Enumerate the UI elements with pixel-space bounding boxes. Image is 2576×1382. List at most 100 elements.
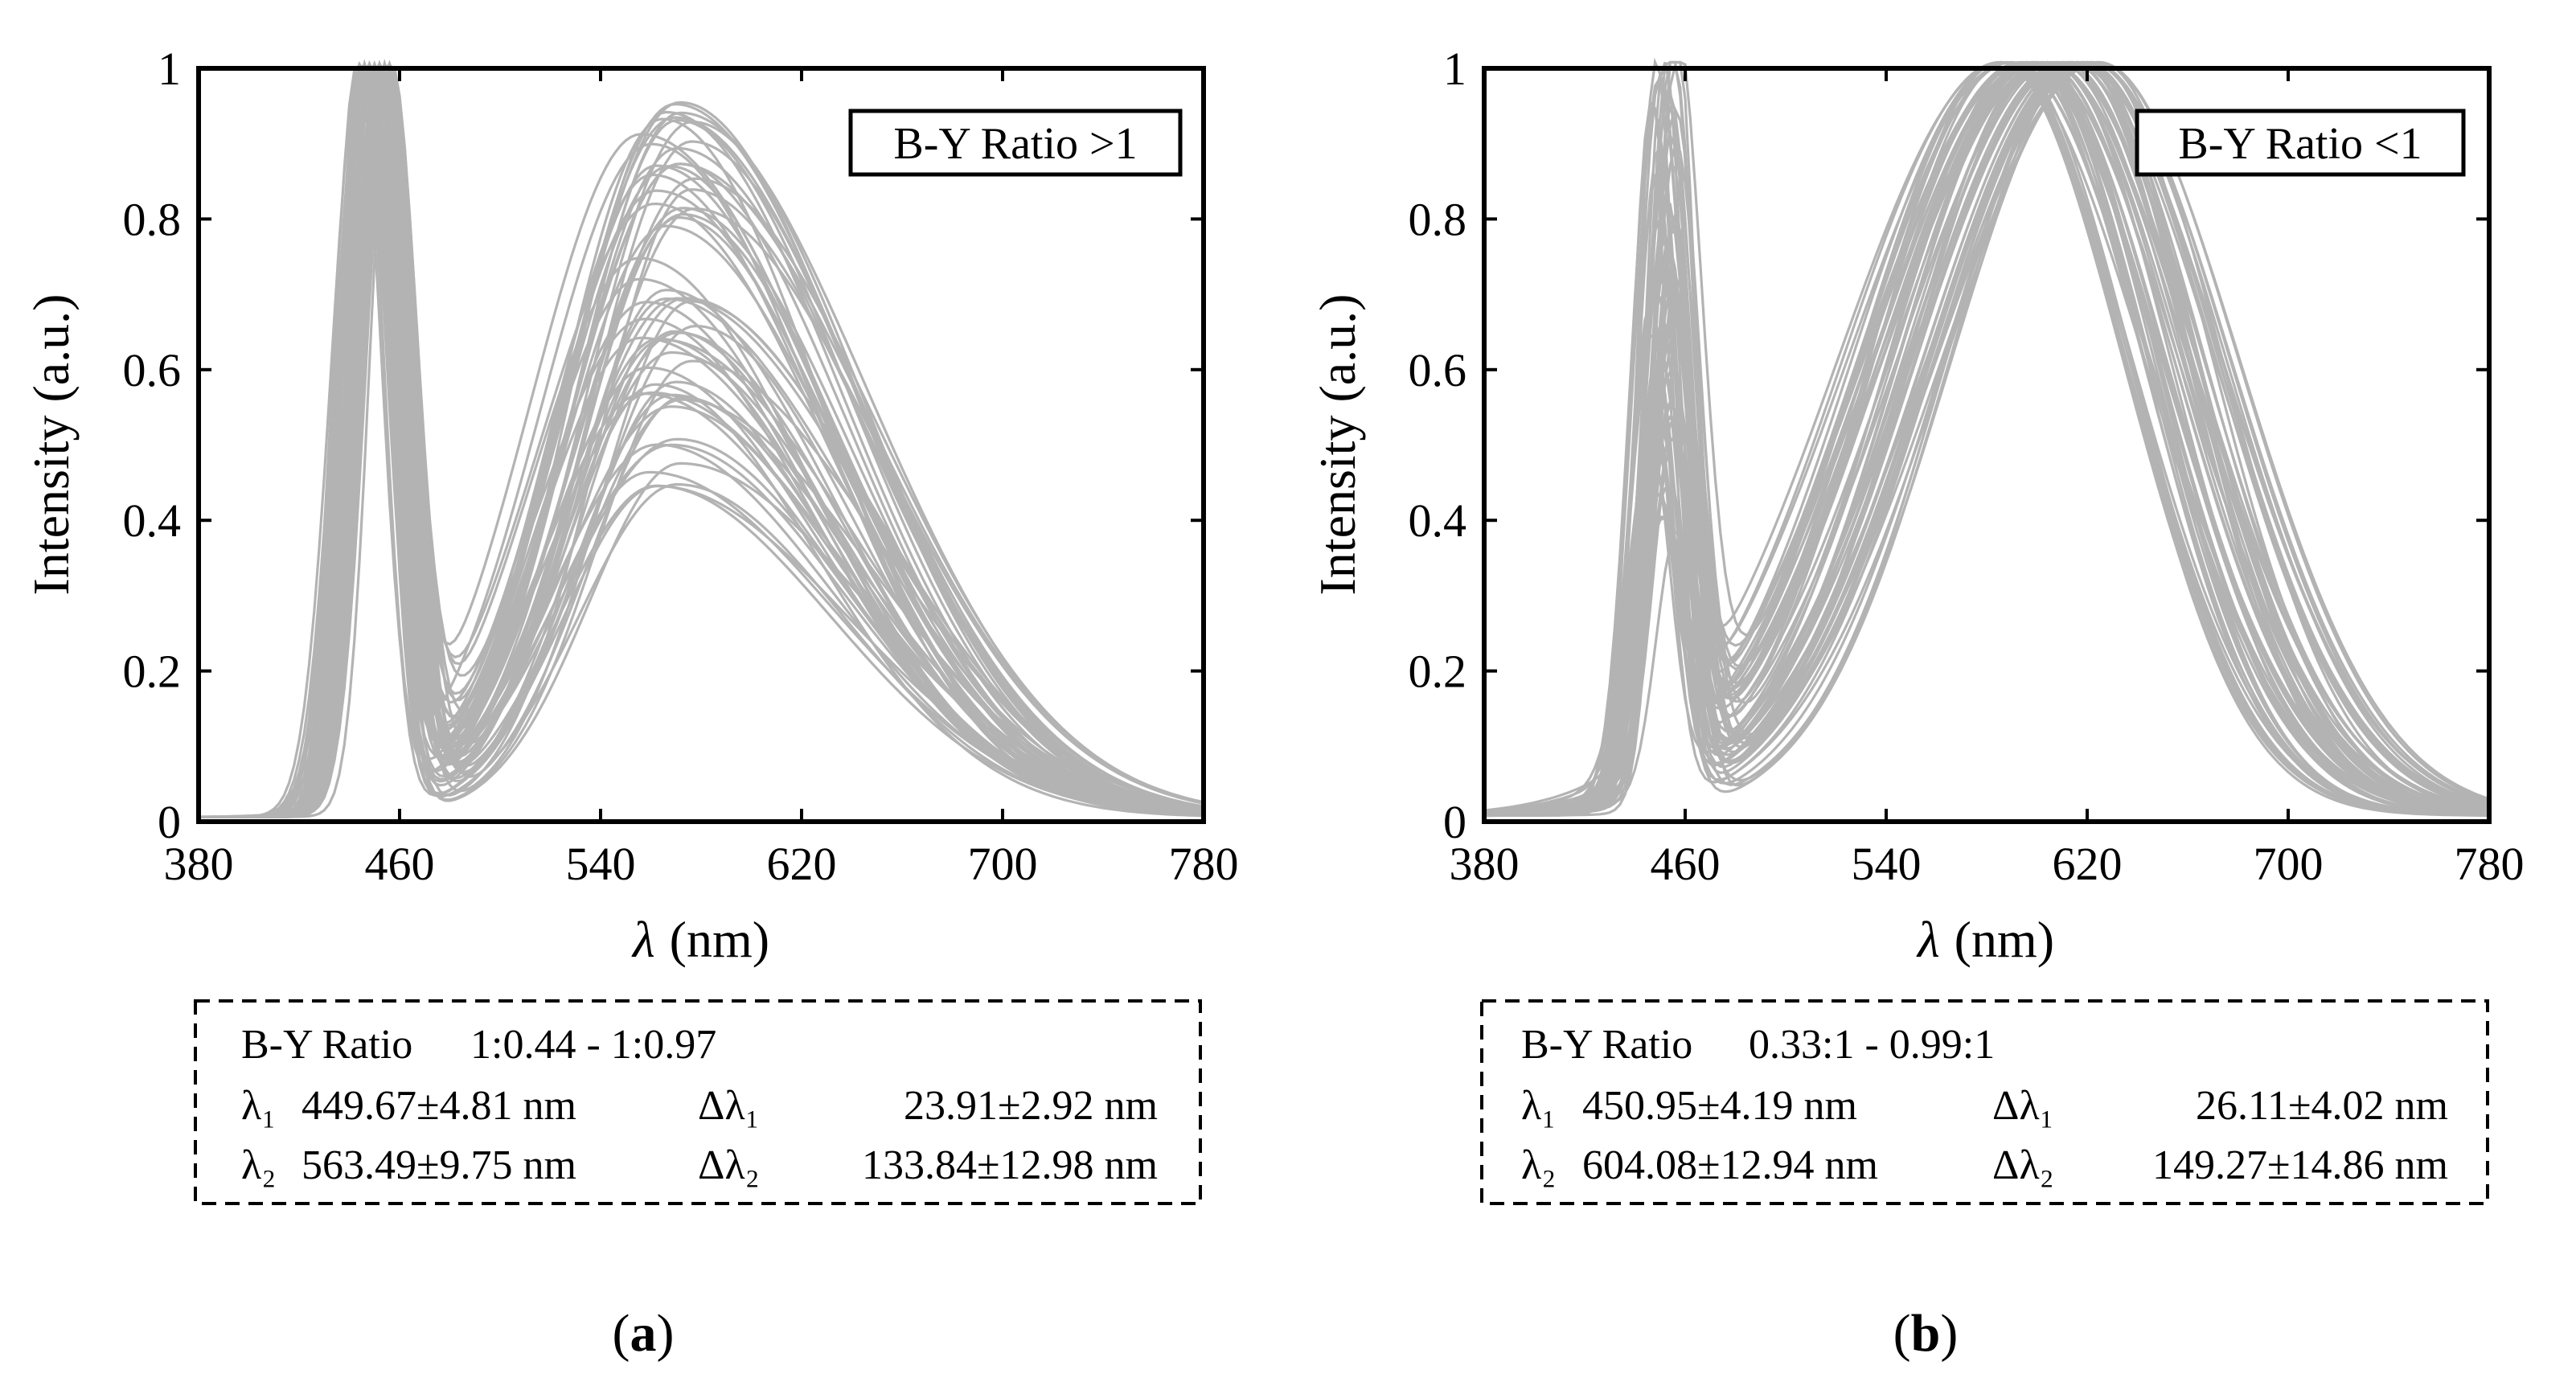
y-tick-label-b: 0	[1443, 796, 1466, 848]
legend-b: B-Y Ratio <1	[2135, 109, 2466, 177]
plot-frame-b	[1482, 66, 2492, 824]
info-l2-value-a: 563.49±9.75 nm	[301, 1142, 576, 1188]
info-dl1-value-b: 26.11±4.02 nm	[2196, 1083, 2448, 1129]
x-tick-label-b: 460	[1651, 838, 1721, 890]
legend-box-a	[848, 109, 1183, 177]
info-ratio-label-b: B-Y Ratio	[1521, 1022, 1692, 1068]
info-dl2-value-a: 133.84±12.98 nm	[862, 1142, 1158, 1188]
y-axis-title-b: Intensity (a.u.)	[1309, 294, 1366, 596]
caption-letter-b: b	[1911, 1304, 1941, 1363]
y-tick-label-b: 0.2	[1409, 646, 1467, 698]
spectrum-line-b-47	[1483, 60, 2490, 817]
info-box-b: B-Y Ratio 0.33:1 - 0.99:1 λ₁ 450.95±4.19…	[1480, 999, 2489, 1205]
y-tick-label-a: 1	[158, 43, 181, 95]
info-l1-label-b: λ₁	[1521, 1083, 1556, 1129]
x-ticks-b: 380 460 540 620 700 780	[1450, 68, 2525, 890]
info-ratio-label-a: B-Y Ratio	[241, 1022, 412, 1068]
caption-letter-a: a	[630, 1304, 657, 1363]
spectrum-line-b-48	[1484, 60, 2490, 818]
spectrum-line-a-56	[199, 60, 1204, 818]
x-tick-label-a: 700	[968, 838, 1038, 890]
y-tick-label-a: 0.2	[123, 646, 182, 698]
spectrum-line-b-60	[1483, 60, 2490, 817]
legend-box-b	[2135, 109, 2466, 177]
info-l2-label-b: λ₂	[1521, 1142, 1556, 1188]
spectrum-line-a-53	[199, 66, 1204, 818]
info-frame-b	[1480, 999, 2489, 1205]
y-ticks-a: 0 0.2 0.4 0.6 0.8 1	[123, 43, 1204, 848]
info-dl1-value-a: 23.91±2.92 nm	[904, 1083, 1158, 1129]
info-ratio-value-a: 1:0.44 - 1:0.97	[470, 1022, 716, 1068]
y-tick-label-a: 0.8	[123, 193, 182, 245]
caption-close-a: )	[657, 1304, 675, 1363]
spectra-curves-a	[198, 59, 1204, 818]
panel-a: 0 0.2 0.4 0.6 0.8 1 380 460 540 620 700 780 Intens…	[23, 43, 1239, 1363]
panel-caption-b: (b)	[1893, 1304, 1959, 1363]
x-tick-label-a: 620	[767, 838, 837, 890]
legend-a: B-Y Ratio >1	[848, 109, 1183, 177]
plot-frame-a	[196, 66, 1206, 824]
legend-label-b: B-Y Ratio <1	[2178, 119, 2422, 169]
spectrum-line-b-38	[1483, 60, 2490, 817]
y-axis-title-a: Intensity (a.u.)	[23, 294, 80, 596]
y-tick-label-b: 0.8	[1409, 193, 1467, 245]
info-dl2-label-a: Δλ₂	[698, 1142, 760, 1188]
info-ratio-value-b: 0.33:1 - 0.99:1	[1749, 1022, 1995, 1068]
spectrum-line-a-54	[198, 60, 1204, 818]
y-ticks-b: 0 0.2 0.4 0.6 0.8 1	[1409, 43, 2489, 848]
info-l2-label-a: λ₂	[241, 1142, 276, 1188]
spectra-curves-b	[1483, 57, 2490, 818]
x-tick-label-b: 620	[2053, 838, 2123, 890]
x-tick-label-a: 380	[164, 838, 234, 890]
spectrum-line-a-60	[199, 64, 1204, 818]
info-l1-value-b: 450.95±4.19 nm	[1582, 1083, 1857, 1129]
x-axis-title-b: λ (nm)	[1916, 911, 2054, 968]
x-tick-label-b: 540	[1852, 838, 1922, 890]
x-axis-symbol-b: λ	[1916, 911, 1940, 968]
spectrum-line-b-59	[1483, 60, 2490, 817]
info-dl2-value-b: 149.27±14.86 nm	[2152, 1142, 2448, 1188]
info-l1-value-a: 449.67±4.81 nm	[301, 1083, 576, 1129]
info-l2-value-b: 604.08±12.94 nm	[1582, 1142, 1878, 1188]
x-tick-label-a: 460	[365, 838, 435, 890]
info-dl2-label-b: Δλ₂	[1992, 1142, 2054, 1188]
spectrum-line-b-44	[1483, 60, 2490, 817]
spectrum-line-b-58	[1483, 60, 2490, 817]
x-axis-unit-b: (nm)	[1955, 911, 2054, 968]
info-l1-label-a: λ₁	[241, 1083, 276, 1129]
spectrum-line-b-55	[1483, 57, 2490, 817]
x-tick-label-a: 780	[1169, 838, 1239, 890]
y-tick-label-a: 0	[158, 796, 181, 848]
y-tick-label-a: 0.4	[123, 494, 182, 547]
panel-caption-a: (a)	[613, 1304, 675, 1363]
caption-open-b: (	[1893, 1304, 1911, 1363]
info-frame-a	[194, 999, 1202, 1205]
spectrum-line-b-45	[1484, 60, 2490, 817]
spectrum-line-b-52	[1483, 60, 2489, 817]
y-tick-label-b: 1	[1443, 43, 1466, 95]
spectrum-line-a-48	[199, 59, 1204, 818]
x-axis-title-a: λ (nm)	[631, 911, 769, 968]
spectrum-line-a-32	[199, 64, 1204, 818]
x-tick-label-b: 700	[2254, 838, 2324, 890]
caption-close-b: )	[1940, 1304, 1958, 1363]
x-axis-symbol-a: λ	[631, 911, 655, 968]
info-box-a: B-Y Ratio 1:0.44 - 1:0.97 λ₁ 449.67±4.81…	[194, 999, 1202, 1205]
legend-label-a: B-Y Ratio >1	[893, 119, 1137, 169]
y-tick-label-b: 0.6	[1409, 344, 1467, 396]
x-axis-unit-a: (nm)	[670, 911, 769, 968]
spectrum-line-b-39	[1483, 60, 2490, 815]
x-tick-label-b: 780	[2455, 838, 2525, 890]
spectrum-line-a-58	[199, 59, 1204, 818]
x-ticks-a: 380 460 540 620 700 780	[164, 68, 1239, 890]
x-tick-label-a: 540	[566, 838, 636, 890]
caption-open-a: (	[613, 1304, 630, 1363]
spectrum-line-b-51	[1484, 60, 2490, 817]
y-tick-label-b: 0.4	[1409, 494, 1467, 547]
panel-b: 0 0.2 0.4 0.6 0.8 1 380 460 540 620 700 780 Intens…	[1309, 43, 2525, 1363]
info-dl1-label-b: Δλ₁	[1992, 1083, 2054, 1129]
info-dl1-label-a: Δλ₁	[698, 1083, 760, 1129]
x-tick-label-b: 380	[1450, 838, 1520, 890]
y-tick-label-a: 0.6	[123, 344, 182, 396]
